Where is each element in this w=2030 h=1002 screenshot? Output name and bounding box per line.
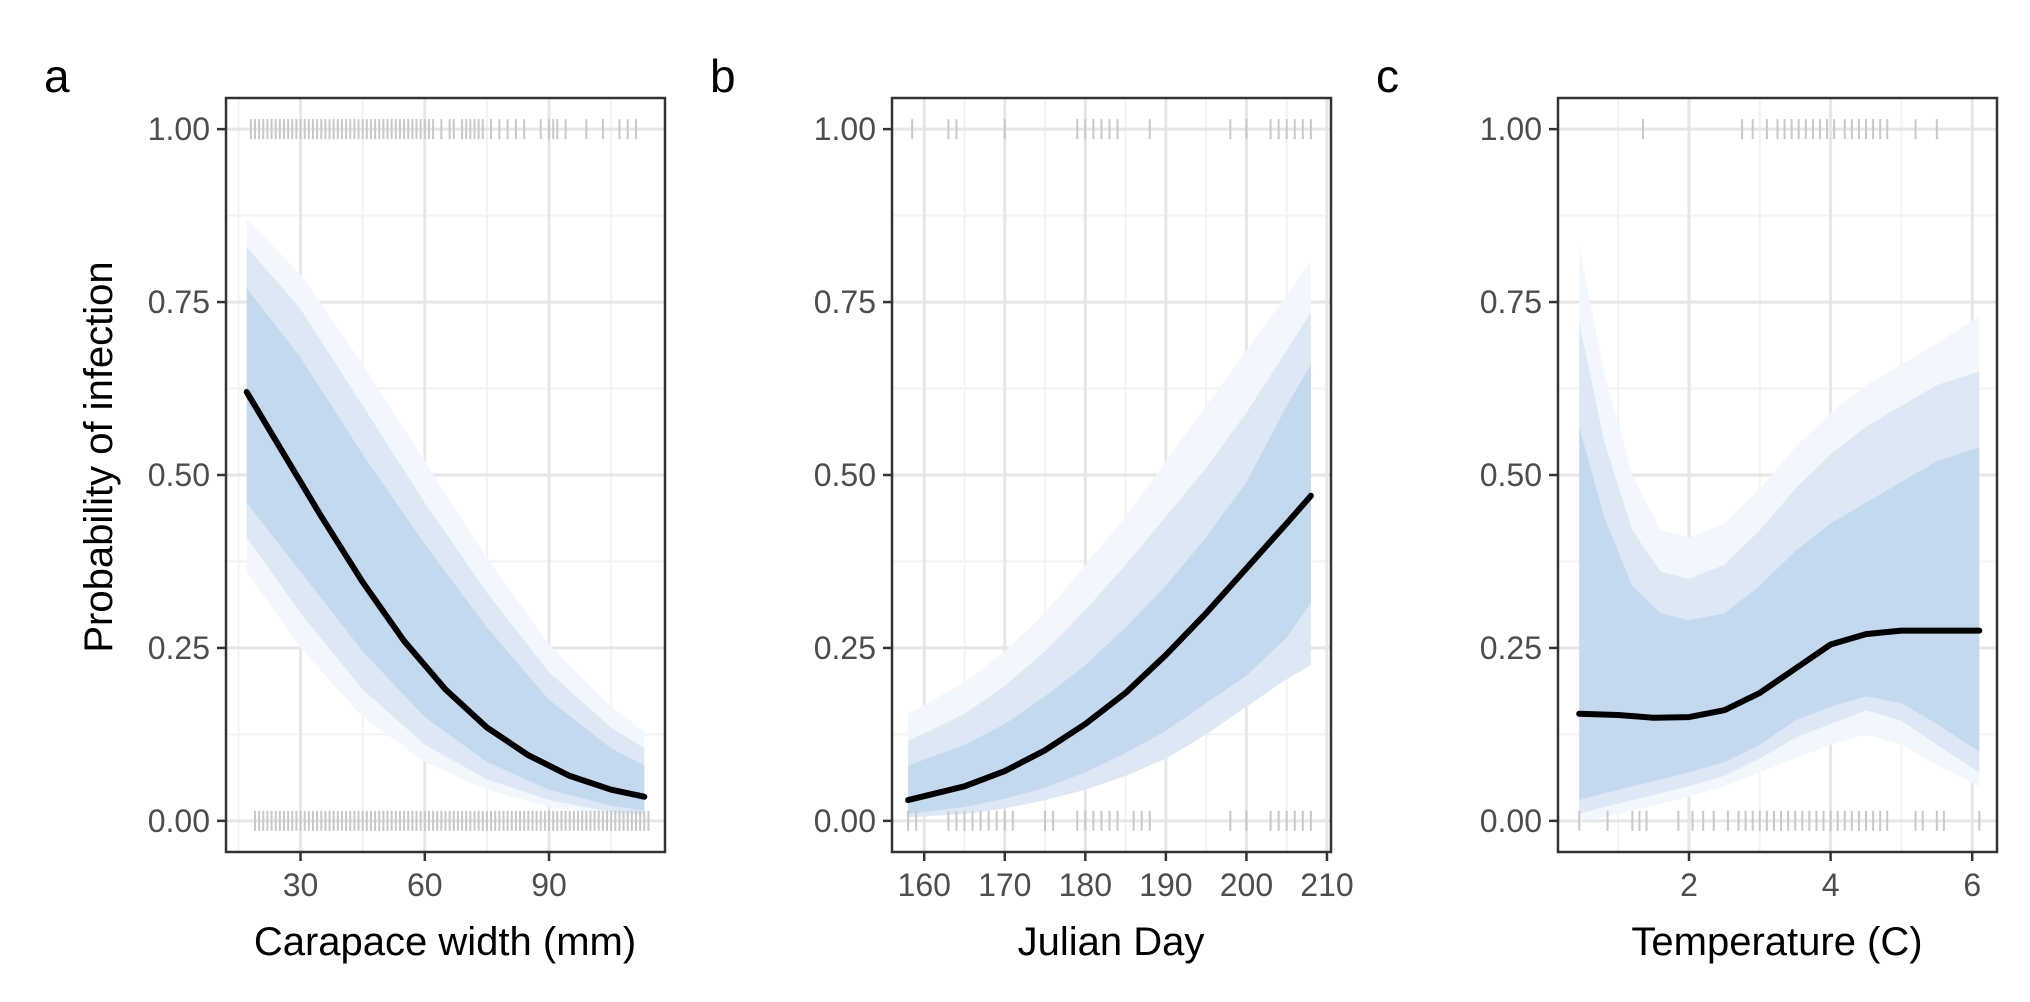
x-tick-label: 6 [1963,867,1981,903]
y-tick-label: 0.00 [1480,803,1542,839]
panel-label: a [44,50,70,102]
x-tick-label: 180 [1059,867,1112,903]
plot-content [226,98,665,852]
x-tick-label: 2 [1680,867,1698,903]
fitted-line [1576,627,1983,721]
fitted-line [905,492,1314,804]
y-tick-label: 1.00 [814,111,876,147]
y-tick-label: 0.00 [148,803,210,839]
y-tick-label: 0.75 [1480,284,1542,320]
panel-label: b [710,50,736,102]
x-tick-label: 170 [978,867,1031,903]
plot-content [892,98,1331,852]
x-tick-label: 210 [1300,867,1353,903]
x-tick-label: 4 [1822,867,1840,903]
panel-label: c [1376,50,1399,102]
x-axis-title: Temperature (C) [1631,920,1922,964]
y-tick-label: 0.25 [148,630,210,666]
panel-a: a Probability of infection Carapace widt… [44,50,667,964]
y-tick-label: 0.25 [1480,630,1542,666]
x-tick-label: 90 [531,867,567,903]
x-tick-label: 160 [898,867,951,903]
y-tick-label: 0.50 [814,457,876,493]
x-tick-label: 30 [283,867,319,903]
credible-band-inner [246,288,645,811]
panel-c: c Temperature (C) 0.00 0.25 0.50 0.75 1.00 2 4… [1376,50,1999,964]
plot-area [890,96,1333,854]
credible-band-middle [246,246,645,815]
x-axis-title: Carapace width (mm) [254,920,636,964]
plot-area [1556,96,1999,854]
plot-content [1558,98,1997,852]
y-tick-label: 1.00 [1480,111,1542,147]
fitted-line [243,389,648,800]
y-tick-label: 0.75 [148,284,210,320]
y-tick-label: 1.00 [148,111,210,147]
x-tick-label: 190 [1139,867,1192,903]
plot-area [224,96,667,854]
y-tick-label: 0.00 [814,803,876,839]
y-tick-label: 0.25 [814,630,876,666]
x-tick-label: 60 [407,867,443,903]
y-tick-label: 0.75 [814,284,876,320]
panel-b: b Julian Day 0.00 0.25 0.50 0.75 1.00 160 170 1… [710,50,1354,964]
x-tick-label: 200 [1220,867,1273,903]
y-axis-title: Probability of infection [77,261,121,652]
y-tick-label: 0.50 [1480,457,1542,493]
y-tick-label: 0.50 [148,457,210,493]
credible-band-inner [1579,426,1980,801]
x-axis-title: Julian Day [1018,920,1205,964]
